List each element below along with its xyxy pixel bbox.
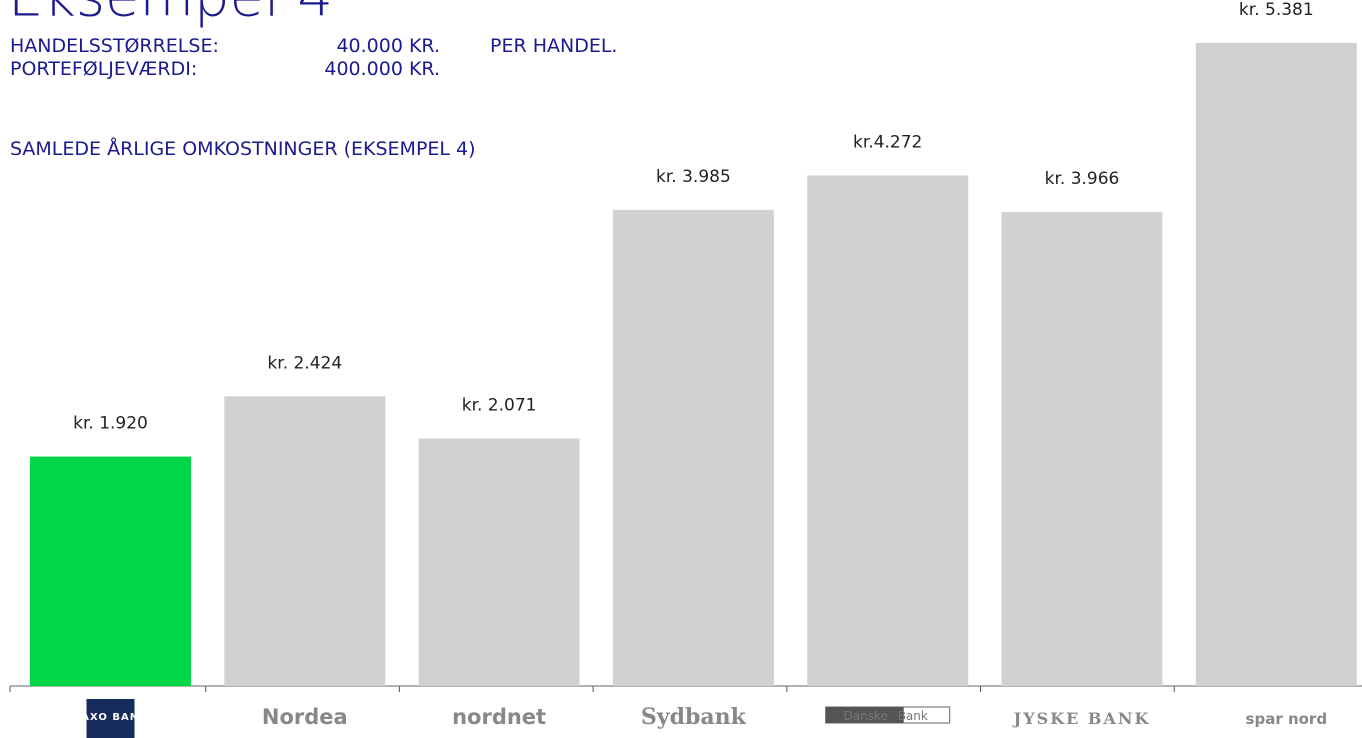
logo-box (86, 699, 135, 738)
chart-subtitle: SAMLEDE ÅRLIGE OMKOSTNINGER (EKSEMPEL 4) (10, 137, 476, 160)
info-note: PER HANDEL. (490, 35, 617, 57)
logo-box (825, 707, 904, 723)
info-label: HANDELSSTØRRELSE: (10, 35, 219, 57)
x-tick-label: SAXO BANK (73, 712, 148, 723)
value-label: kr. 1.920 (73, 414, 148, 434)
bar (418, 438, 580, 686)
bar (1001, 212, 1163, 687)
bar (612, 209, 774, 687)
x-tick-label: Sydbank (641, 704, 747, 730)
info-label: PORTEFØLJEVÆRDI: (10, 58, 197, 80)
info-value: 40.000 KR. (336, 35, 440, 57)
bar (224, 396, 386, 686)
bar (30, 456, 191, 686)
value-label: kr. 3.966 (1045, 169, 1120, 189)
value-label: kr. 5.381 (1239, 0, 1314, 20)
bar (807, 175, 969, 686)
x-tick-label: spar nord (1246, 710, 1328, 728)
value-label: kr. 3.985 (656, 167, 731, 187)
x-tick-label: JYSKE BANK (1012, 709, 1151, 728)
x-tick-label: Danske Bank (844, 709, 928, 723)
value-label: kr. 2.424 (267, 353, 342, 373)
value-label: kr.4.272 (853, 132, 922, 152)
bar (1195, 42, 1357, 686)
x-tick-label: Nordea (262, 705, 348, 729)
info-value: 400.000 KR. (324, 58, 440, 80)
chart-title: Eksempel 4 (8, 0, 333, 29)
value-label: kr. 2.071 (462, 396, 537, 416)
x-tick-label: nordnet (452, 705, 546, 729)
